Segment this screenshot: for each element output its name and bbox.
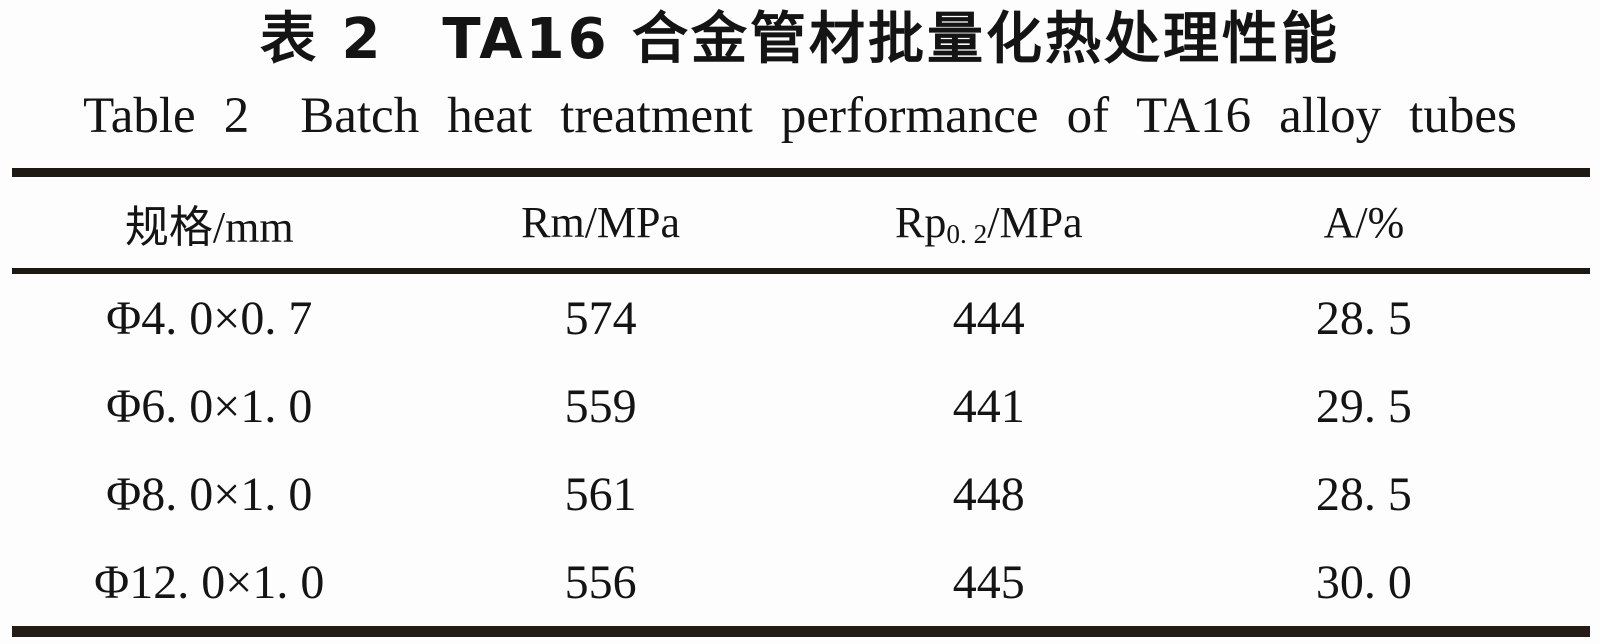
elongation-cell: 28. 5 — [1315, 467, 1412, 521]
rm-cell: 556 — [564, 555, 637, 609]
table-body: Φ4. 0×0. 7 574 444 28. 5 Φ6. 0×1. 0 559 … — [12, 274, 1590, 626]
header-rp02-base: Rp — [894, 198, 947, 247]
header-elongation: A/% — [1323, 198, 1405, 247]
table-title-chinese: 表 2 TA16 合金管材批量化热处理性能 — [259, 7, 1341, 72]
header-rp02: Rp0. 2/MPa — [795, 197, 1183, 249]
table-title-english: Table 2 Batch heat treatment performance… — [83, 88, 1517, 144]
spec-cell: Φ12. 0×1. 0 — [94, 555, 325, 609]
table-row: Φ6. 0×1. 0 559 441 29. 5 — [12, 362, 1590, 450]
rp02-cell: 441 — [952, 379, 1025, 433]
rp02-cell: 448 — [952, 467, 1025, 521]
rp02-cell: 444 — [952, 291, 1025, 345]
elongation-cell: 30. 0 — [1315, 555, 1412, 609]
table-row: Φ12. 0×1. 0 556 445 30. 0 — [12, 538, 1590, 626]
rm-cell: 559 — [564, 379, 637, 433]
header-rp02-unit: /MPa — [987, 198, 1083, 247]
rm-cell: 561 — [564, 467, 637, 521]
spec-cell: Φ6. 0×1. 0 — [106, 379, 313, 433]
elongation-cell: 29. 5 — [1315, 379, 1412, 433]
header-rm: Rm/MPa — [521, 198, 681, 247]
header-rp02-subscript: 0. 2 — [946, 219, 988, 249]
rm-cell: 574 — [564, 291, 637, 345]
table-header-row: 规格/mm Rm/MPa Rp0. 2/MPa A/% — [12, 177, 1590, 274]
table-row: Φ8. 0×1. 0 561 448 28. 5 — [12, 450, 1590, 538]
rp02-cell: 445 — [952, 555, 1025, 609]
spec-cell: Φ8. 0×1. 0 — [106, 467, 313, 521]
elongation-cell: 28. 5 — [1315, 291, 1412, 345]
header-spec: 规格/mm — [124, 202, 294, 252]
data-table: 规格/mm Rm/MPa Rp0. 2/MPa A/% Φ4. 0×0. 7 5… — [12, 168, 1590, 637]
spec-cell: Φ4. 0×0. 7 — [106, 291, 313, 345]
table-row: Φ4. 0×0. 7 574 444 28. 5 — [12, 274, 1590, 362]
